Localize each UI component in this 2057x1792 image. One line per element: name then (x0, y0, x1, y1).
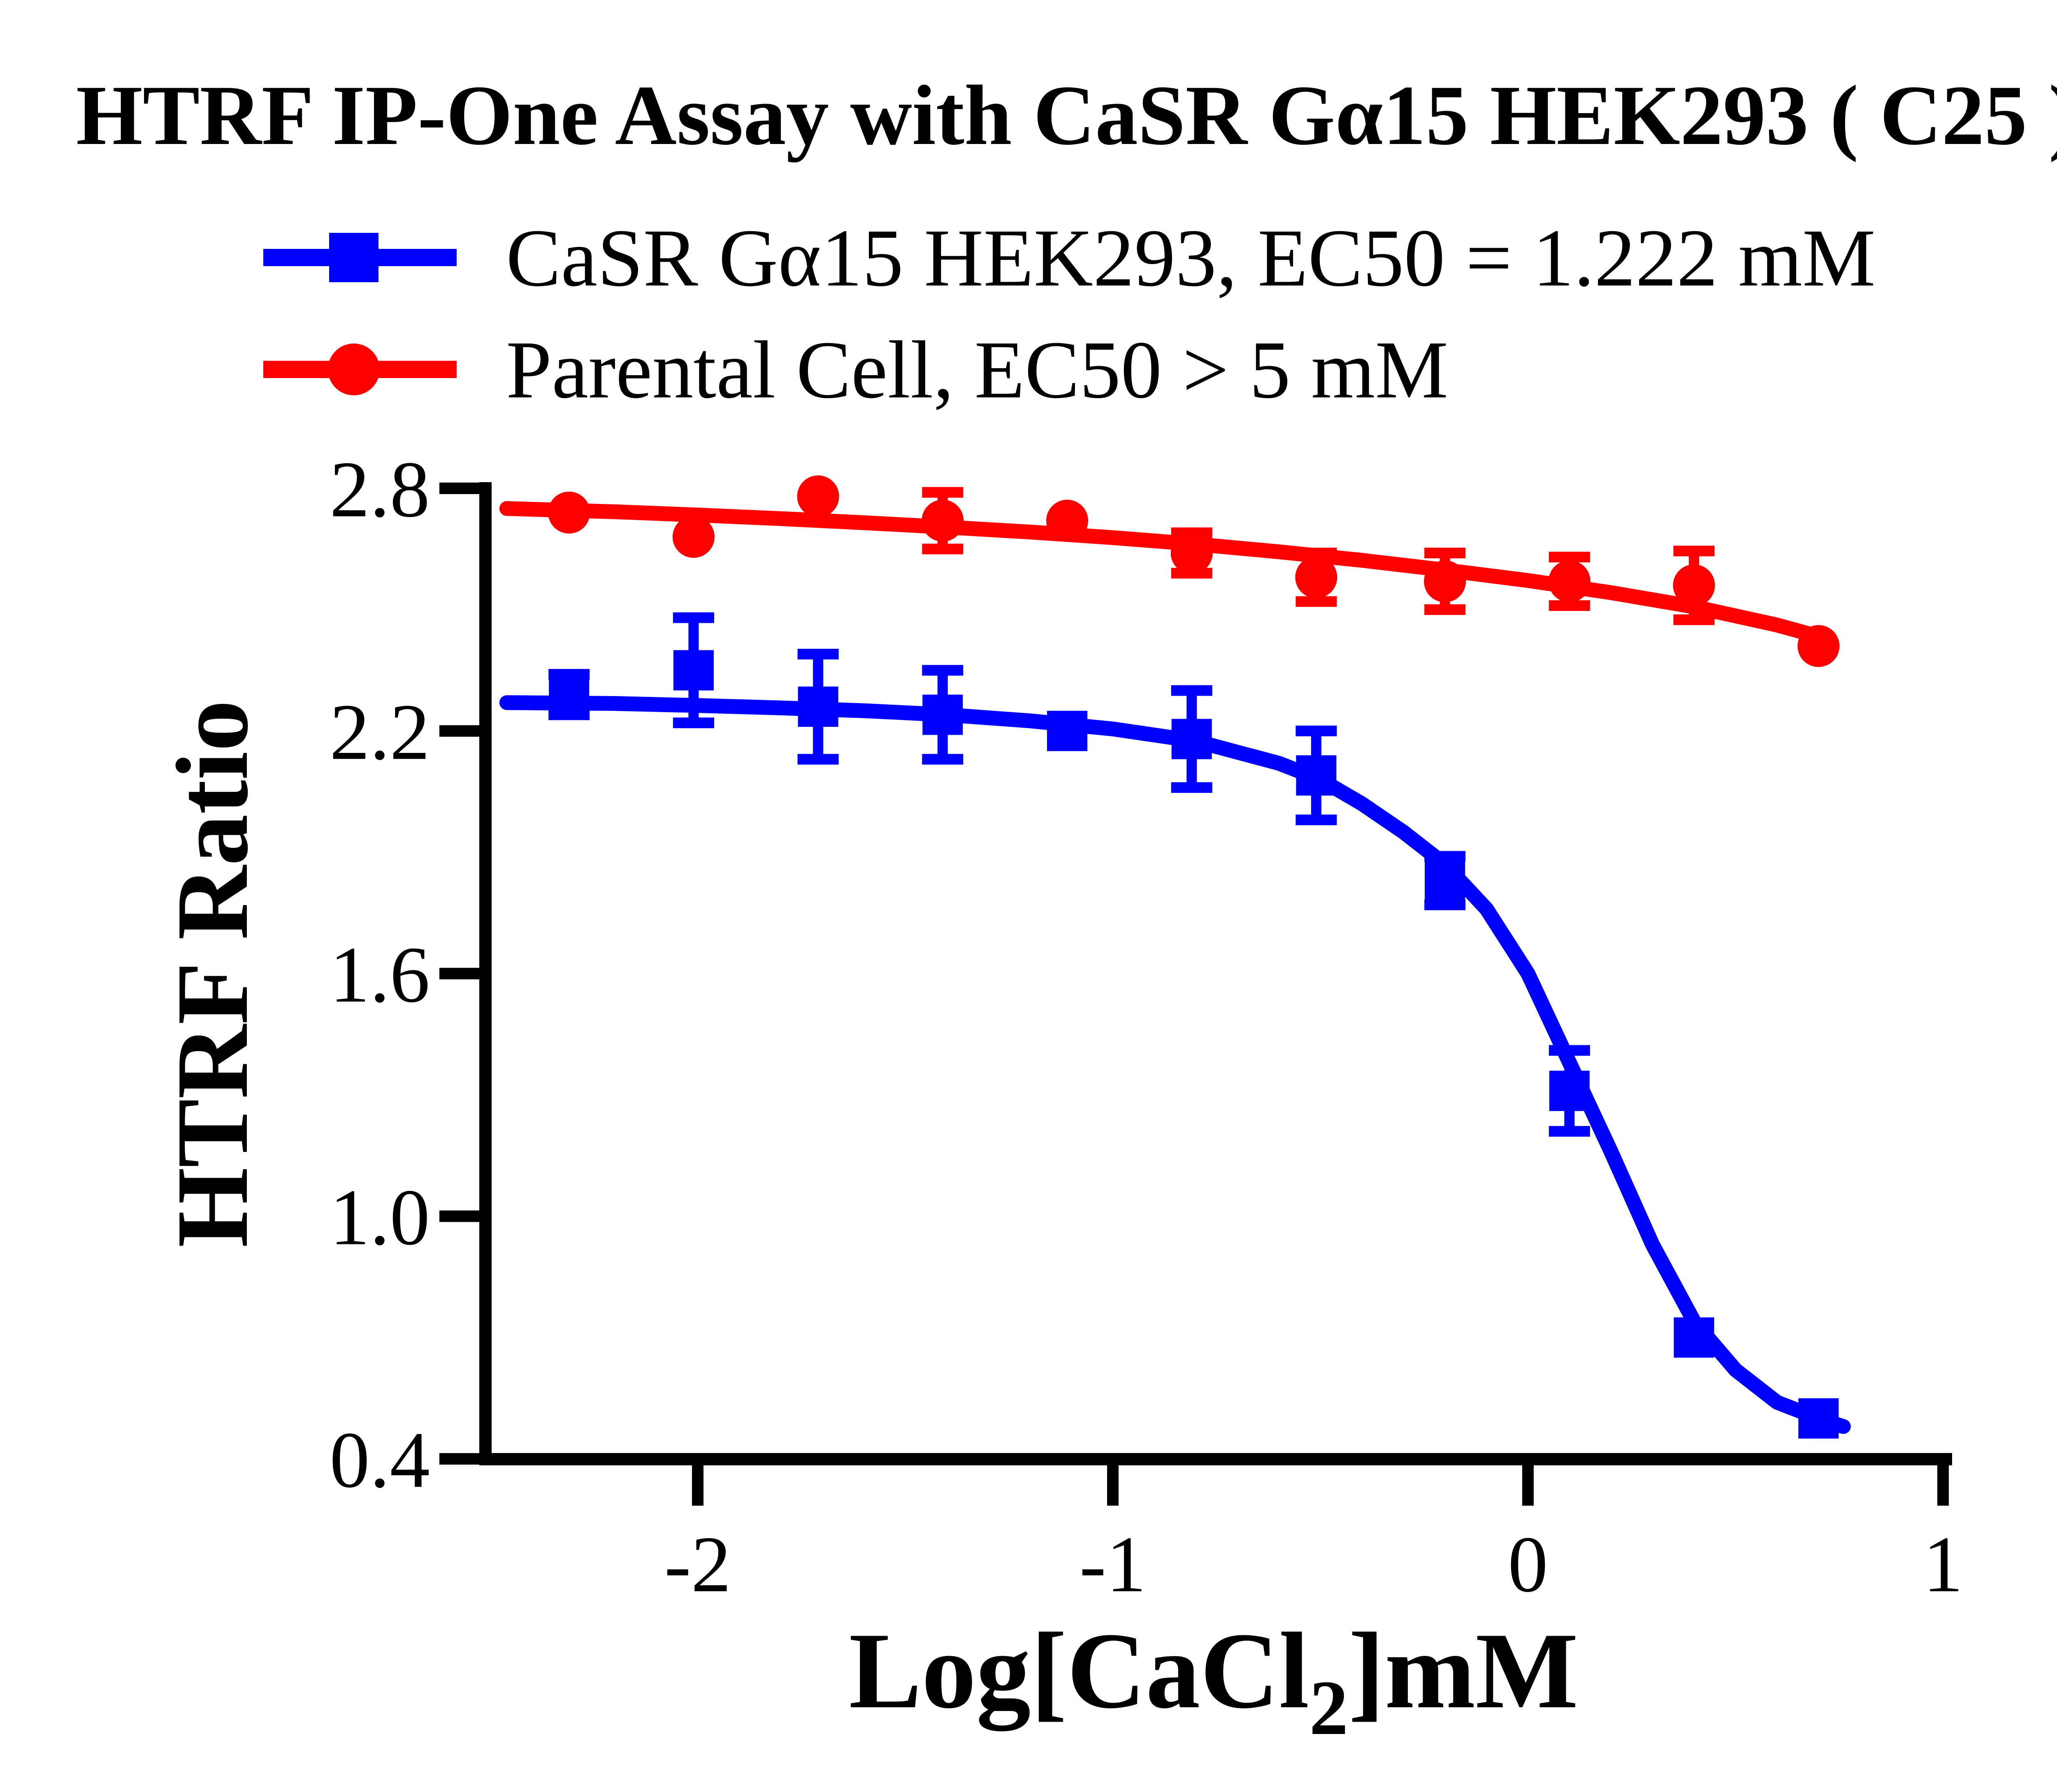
data-point-circle (1548, 560, 1590, 603)
plot-series (499, 475, 1851, 1439)
x-axis-line (479, 1453, 1952, 1465)
data-point-circle (1295, 556, 1337, 599)
data-point-circle (1424, 560, 1466, 603)
data-point-square (673, 650, 714, 691)
legend: CaSR Gα15 HEK293, EC50 = 1.222 mM Parent… (263, 213, 1876, 416)
y-tick-label: 2.8 (330, 445, 430, 534)
x-axis-title-main: Log[CaCl (849, 1611, 1309, 1733)
legend-square-marker-icon (329, 233, 378, 282)
y-tick-mark (439, 725, 481, 737)
data-point-square (1047, 710, 1088, 751)
fit-curve (499, 695, 1851, 1434)
data-point-circle (1046, 499, 1089, 542)
legend-item-casr: CaSR Gα15 HEK293, EC50 = 1.222 mM (263, 213, 1876, 304)
x-axis-title: Log[CaCl2]mM (849, 1611, 1579, 1751)
data-point-circle (1673, 564, 1715, 606)
y-tick-label: 2.2 (330, 688, 430, 777)
data-point-square (1674, 1317, 1714, 1358)
x-tick-mark (1522, 1465, 1534, 1506)
data-point-circle (548, 491, 590, 534)
x-tick-mark (1937, 1465, 1949, 1506)
y-tick-label: 1.0 (330, 1173, 430, 1262)
axes: 2.8 2.2 1.6 1.0 0.4 -2 -1 0 1 HTRF Ratio Log[Ca… (156, 445, 1963, 1751)
x-tick-mark (692, 1465, 703, 1506)
x-axis-title-subscript: 2 (1309, 1665, 1348, 1751)
legend-label-parental: Parental Cell, EC50 > 5 mM (506, 325, 1448, 416)
data-point-square (1549, 1070, 1590, 1111)
x-axis-ticks: -2 -1 0 1 (664, 1465, 1963, 1609)
data-point-square (1798, 1398, 1839, 1439)
x-tick-label: 1 (1923, 1520, 1963, 1609)
y-axis-title: HTRF Ratio (156, 700, 269, 1248)
x-axis-title-tail: ]mM (1348, 1611, 1578, 1731)
y-tick-mark (439, 483, 481, 494)
x-tick-mark (1107, 1465, 1119, 1506)
x-tick-label: 0 (1508, 1520, 1548, 1609)
y-tick-label: 0.4 (330, 1416, 430, 1504)
x-tick-label: -1 (1080, 1520, 1146, 1609)
y-tick-label: 1.6 (330, 931, 430, 1019)
data-point-square (798, 686, 838, 727)
y-tick-mark (439, 968, 481, 980)
data-point-circle (922, 499, 964, 542)
x-tick-label: -2 (664, 1520, 731, 1609)
data-point-square (1425, 860, 1465, 901)
legend-circle-marker-icon (328, 344, 380, 395)
data-point-circle (1797, 625, 1840, 667)
y-tick-mark (439, 1210, 481, 1222)
legend-item-parental: Parental Cell, EC50 > 5 mM (263, 325, 1448, 416)
y-axis-line (479, 482, 492, 1465)
data-point-square (922, 694, 963, 735)
data-point-circle (672, 515, 715, 558)
data-point-square (1296, 755, 1337, 796)
data-point-square (549, 674, 590, 715)
data-point-circle (1170, 532, 1213, 574)
y-tick-mark (439, 1453, 481, 1465)
chart-title: HTRF IP-One Assay with CaSR Gα15 HEK293 … (76, 68, 2057, 162)
y-axis-ticks: 2.8 2.2 1.6 1.0 0.4 (330, 445, 481, 1504)
data-point-square (1171, 719, 1212, 759)
legend-label-casr: CaSR Gα15 HEK293, EC50 = 1.222 mM (506, 213, 1876, 304)
data-point-circle (797, 475, 839, 518)
